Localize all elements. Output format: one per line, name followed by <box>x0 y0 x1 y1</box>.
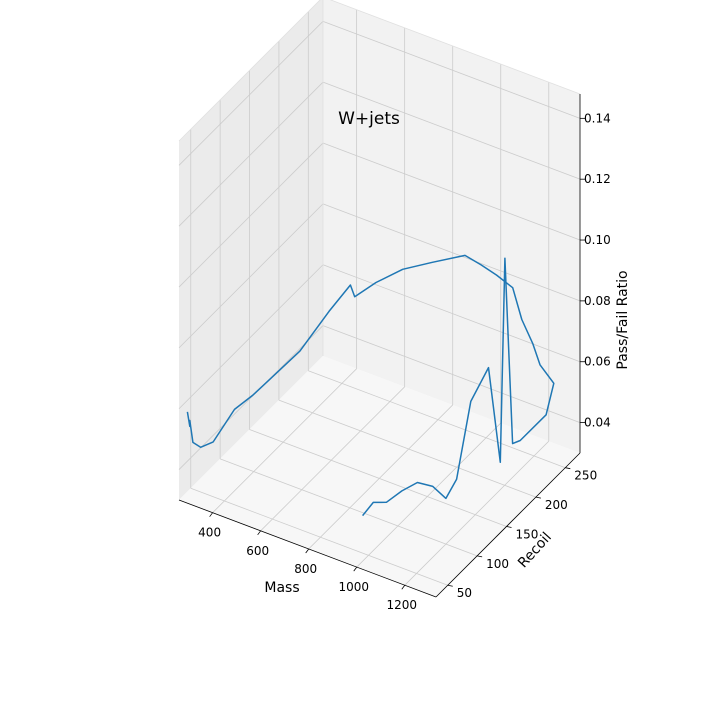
chart-title: W+jets <box>338 109 400 129</box>
x-tick-mark <box>401 584 406 590</box>
grid-z-side <box>178 142 324 288</box>
pane-floor <box>179 356 580 597</box>
z-tick-label: 0.10 <box>584 233 611 247</box>
grid-y-floor <box>308 370 566 469</box>
grid-z-back <box>322 81 581 180</box>
grid-z-back <box>322 203 581 302</box>
x-tick-mark <box>257 530 261 536</box>
z-tick-label: 0.08 <box>584 294 611 308</box>
grid-x-floor <box>308 404 453 550</box>
series-line <box>186 254 555 517</box>
data-series <box>186 254 555 517</box>
z-tick-label: 0.14 <box>584 111 611 125</box>
x-tick-label: 800 <box>294 562 317 576</box>
y-tick-label: 200 <box>545 498 568 512</box>
pane-side <box>179 0 323 500</box>
grid-x-floor <box>356 422 502 568</box>
y-tick-mark <box>506 526 512 528</box>
grid-y-floor <box>249 429 507 527</box>
x-tick-mark <box>209 512 213 517</box>
z-tick-label: 0.04 <box>584 416 611 430</box>
x-tick-label: 400 <box>198 526 221 540</box>
grid-z-back <box>322 20 581 119</box>
x-axis-line <box>178 499 437 598</box>
grid-x-floor <box>212 368 357 513</box>
pane-back <box>323 0 580 453</box>
grid-y-floor <box>220 458 478 557</box>
pane-edge-top-side <box>178 0 321 142</box>
grid-x-floor <box>260 386 405 532</box>
y-tick-mark <box>477 555 483 558</box>
y-tick-label: 100 <box>486 557 509 571</box>
grid-z-back <box>322 142 581 241</box>
z-tick-label: 0.06 <box>584 355 611 369</box>
pane-edge-top-back <box>329 0 581 95</box>
y-tick-label: 50 <box>457 586 472 600</box>
grid-y-floor <box>278 399 537 498</box>
tick-labels: 400 600 800 1000 1200 50 100 150 200 250 0.04 0.06 0… <box>198 111 611 612</box>
z-tick-label: 0.12 <box>584 172 611 186</box>
axis-panes <box>179 0 580 597</box>
y-tick-mark <box>535 496 541 499</box>
grid-z-side <box>178 264 324 410</box>
y-axis-line <box>435 452 581 598</box>
y-tick-label: 150 <box>516 527 539 541</box>
y-tick-label: 250 <box>574 469 597 483</box>
x-tick-mark <box>305 548 310 554</box>
x-tick-label: 1200 <box>387 598 418 612</box>
x-tick-mark <box>353 566 358 572</box>
grid-z-back <box>322 325 581 423</box>
axis-lines <box>178 0 585 598</box>
grid-lines <box>178 9 581 586</box>
x-axis-label: Mass <box>264 580 299 596</box>
grid-z-side <box>178 81 324 227</box>
x-tick-label: 1000 <box>338 580 369 594</box>
y-tick-mark <box>565 467 571 470</box>
y-tick-mark <box>447 584 453 587</box>
grid-z-back <box>322 264 581 363</box>
grid-y-floor <box>190 487 448 586</box>
z-axis-label: Pass/Fail Ratio <box>615 270 631 369</box>
grid-x-floor <box>404 440 550 586</box>
grid-z-side <box>178 203 324 349</box>
x-tick-label: 600 <box>246 544 269 558</box>
grid-z-side <box>178 21 324 166</box>
